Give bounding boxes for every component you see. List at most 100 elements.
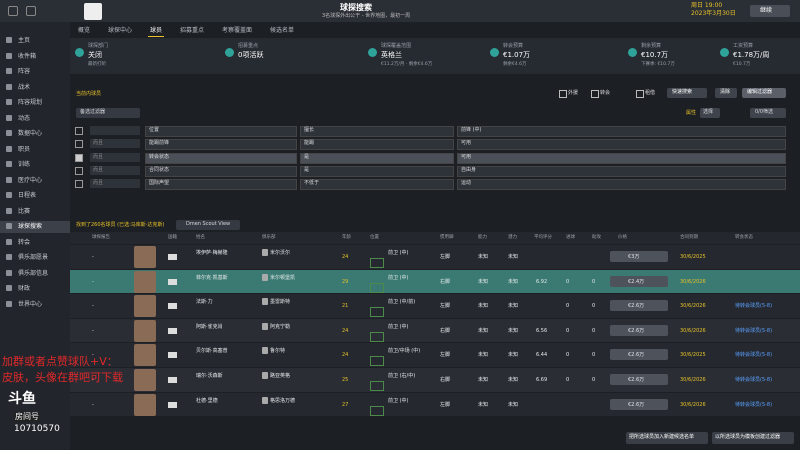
footer-button-label[interactable]: 把所选球员加入新建候选名单: [629, 434, 695, 440]
button-label[interactable]: 清除: [720, 89, 731, 95]
table-row[interactable]: [70, 343, 800, 367]
sidebar-item[interactable]: 收件箱: [18, 52, 37, 60]
toggle-box[interactable]: [559, 90, 567, 98]
continue-label[interactable]: 继续: [760, 7, 773, 14]
column-header[interactable]: 能力: [478, 235, 487, 240]
table-row[interactable]: [70, 318, 800, 343]
row-checkbox[interactable]: [75, 153, 83, 162]
column-header[interactable]: 年龄: [342, 235, 351, 240]
sidebar-item[interactable]: 世界中心: [18, 300, 43, 308]
column-header[interactable]: 位置: [370, 235, 379, 240]
toggle-box[interactable]: [636, 90, 644, 98]
sidebar-item[interactable]: 职员: [18, 145, 31, 153]
filter-op[interactable]: [300, 152, 454, 164]
footer-button[interactable]: [626, 432, 708, 444]
sidebar-item[interactable]: 日程表: [18, 192, 37, 199]
tab[interactable]: 候选名单: [270, 27, 295, 34]
row-checkbox[interactable]: [75, 180, 83, 189]
count-dropdown[interactable]: [750, 108, 786, 118]
footer-button-label[interactable]: 以所选球员为模板创建过滤器: [715, 434, 781, 440]
toggle-label[interactable]: 租借: [645, 90, 656, 96]
filter-op[interactable]: [300, 165, 454, 177]
sidebar-item[interactable]: 转会: [18, 238, 31, 246]
count-label[interactable]: 0/0筛选: [755, 109, 774, 115]
toggle-label[interactable]: 转会: [600, 90, 611, 96]
tab[interactable]: 考察覆盖面: [222, 27, 253, 34]
toggle-box[interactable]: [591, 90, 599, 98]
column-header[interactable]: 价格: [618, 235, 627, 240]
tab[interactable]: 球探中心: [108, 27, 133, 34]
button[interactable]: [715, 88, 737, 98]
select-button[interactable]: [700, 108, 720, 118]
column-header[interactable]: 转会状态: [735, 235, 753, 240]
button-label[interactable]: 编辑过滤器: [747, 89, 773, 95]
tab[interactable]: 球员: [150, 27, 163, 34]
button-label[interactable]: 快速搜索: [672, 89, 693, 95]
conj-dropdown[interactable]: [90, 126, 140, 135]
conj-dropdown[interactable]: [90, 179, 140, 189]
filter-value[interactable]: [457, 139, 786, 151]
filter-op-label[interactable]: 擅长: [304, 127, 315, 133]
filter-value[interactable]: [457, 179, 786, 191]
sidebar-item[interactable]: 训练: [18, 161, 31, 168]
table-row[interactable]: [70, 392, 800, 417]
sidebar-item[interactable]: 球探搜索: [18, 223, 43, 230]
tab[interactable]: 概览: [78, 27, 91, 34]
preset-dropdown[interactable]: [76, 108, 140, 118]
column-header[interactable]: 惯用脚: [440, 235, 454, 240]
column-header[interactable]: 姓名: [196, 235, 205, 240]
filter-value-label[interactable]: 前锋 (中): [461, 127, 482, 133]
filter-op[interactable]: [300, 139, 454, 151]
toggle-label[interactable]: 外援: [568, 90, 579, 96]
sidebar-item[interactable]: 财政: [18, 285, 31, 292]
conj-dropdown[interactable]: [90, 152, 140, 162]
row-checkbox[interactable]: [75, 127, 83, 135]
select-label[interactable]: 选择: [703, 109, 714, 115]
button[interactable]: [742, 88, 786, 98]
filter-op[interactable]: [300, 126, 454, 137]
filter-op-label[interactable]: 是: [304, 153, 310, 160]
column-header[interactable]: 助攻: [592, 235, 601, 240]
filter-field[interactable]: [145, 126, 297, 137]
filter-value[interactable]: [457, 126, 786, 137]
button[interactable]: [667, 88, 707, 98]
column-header[interactable]: 俱乐部: [262, 235, 276, 240]
column-header[interactable]: 平均评分: [534, 235, 552, 240]
sidebar-item[interactable]: 战术: [18, 83, 31, 91]
filter-value-label[interactable]: 可用: [461, 140, 472, 147]
table-row[interactable]: [70, 294, 800, 318]
column-header[interactable]: 国籍: [168, 235, 177, 240]
filter-field[interactable]: [145, 179, 297, 191]
filter-field-label[interactable]: 能踢前锋: [149, 140, 170, 147]
filter-value[interactable]: [457, 165, 786, 177]
conj-dropdown[interactable]: [90, 165, 140, 175]
filter-field-label[interactable]: 位置: [149, 127, 160, 133]
filter-field[interactable]: [145, 165, 297, 177]
column-header[interactable]: 进球: [566, 235, 575, 240]
filter-value-label[interactable]: 自由身: [461, 166, 477, 173]
sidebar-item[interactable]: 比赛: [18, 207, 31, 215]
nav-arrow[interactable]: [26, 6, 36, 16]
row-checkbox[interactable]: [75, 166, 83, 175]
filter-field-label[interactable]: 转会状态: [149, 153, 170, 160]
sidebar-item[interactable]: 阵容: [18, 68, 31, 75]
view-label[interactable]: Dmen Scout View: [186, 221, 231, 227]
filter-value[interactable]: [457, 152, 786, 164]
nav-arrow[interactable]: [8, 6, 18, 16]
sidebar-item[interactable]: 阵容规划: [18, 99, 43, 106]
sidebar-item[interactable]: 数据中心: [18, 130, 43, 137]
column-header[interactable]: 球探报告: [92, 235, 110, 240]
view-dropdown[interactable]: [176, 220, 240, 230]
conj-dropdown[interactable]: [90, 139, 140, 149]
filter-value-label[interactable]: 可用: [461, 153, 472, 160]
tab[interactable]: 招募重点: [180, 27, 205, 34]
preset-label[interactable]: 备选过滤器: [80, 109, 106, 115]
table-row[interactable]: [70, 368, 800, 392]
sidebar-item[interactable]: 俱乐部信息: [18, 269, 49, 277]
filter-field-label[interactable]: 合同状态: [149, 166, 170, 173]
filter-field-label[interactable]: 国际声望: [149, 180, 170, 187]
footer-button[interactable]: [712, 432, 794, 444]
filter-op-label[interactable]: 能踢: [304, 140, 315, 147]
continue-button[interactable]: [750, 5, 790, 17]
table-row[interactable]: [70, 269, 800, 294]
